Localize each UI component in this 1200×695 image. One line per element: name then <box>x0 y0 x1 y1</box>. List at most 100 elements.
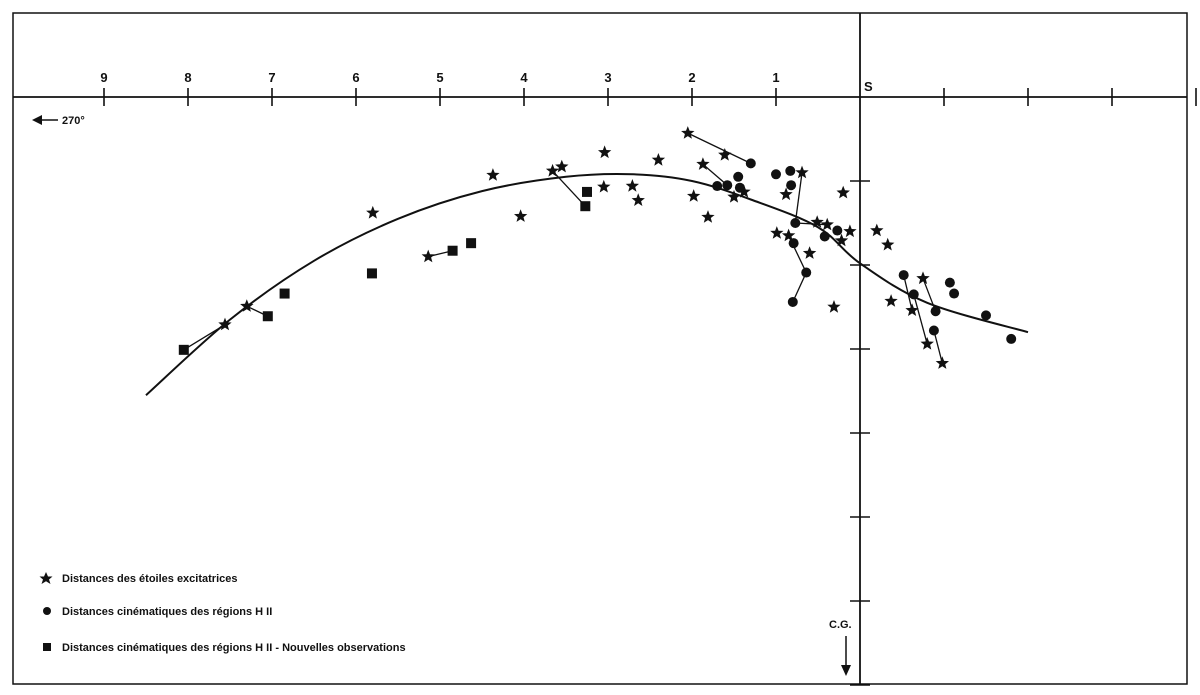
connector-line <box>792 272 807 303</box>
circle-point <box>790 218 801 228</box>
star-point <box>802 246 817 259</box>
legend-item-squares: Distances cinématiques des régions H II … <box>43 642 406 654</box>
square-point <box>178 344 189 355</box>
star-point <box>884 294 898 307</box>
x-tick-label: 5 <box>436 70 443 85</box>
x-tick-label: 4 <box>520 70 528 85</box>
x-tick-label: 3 <box>604 70 611 85</box>
circle-point <box>787 296 798 307</box>
x-tick-label: 6 <box>352 70 359 85</box>
circle-point <box>819 231 830 242</box>
star-point <box>843 224 857 238</box>
star-point <box>779 187 793 201</box>
center-arrowhead-icon <box>841 665 851 676</box>
connector-line <box>913 294 928 345</box>
star-point <box>737 184 751 198</box>
x-ticks: 9 8 7 6 5 4 3 2 1 <box>100 70 1197 106</box>
circle-icon <box>43 607 51 615</box>
star-point <box>820 217 834 231</box>
connector-line <box>903 274 913 311</box>
star-point <box>696 157 710 170</box>
circle-point <box>733 171 744 182</box>
origin-label: S <box>864 79 873 94</box>
circle-point <box>1006 333 1017 344</box>
square-point <box>466 238 477 249</box>
x-tick-label: 7 <box>268 70 275 85</box>
connector-line <box>794 172 803 224</box>
center-indicator: C.G. <box>829 619 852 676</box>
star-point <box>727 190 741 203</box>
square-icon <box>43 643 51 651</box>
direction-indicator: 270° <box>32 115 85 127</box>
legend-label-squares: Distances cinématiques des régions H II … <box>62 642 406 654</box>
star-point <box>916 271 930 285</box>
connector-line <box>183 324 226 351</box>
star-point <box>598 145 612 159</box>
circle-point <box>745 158 756 169</box>
star-point <box>597 179 611 193</box>
circle-point <box>944 277 955 288</box>
star-point <box>555 159 569 173</box>
circle-point <box>908 289 919 300</box>
circle-point <box>801 267 812 278</box>
star-point <box>681 126 695 139</box>
center-label: C.G. <box>829 619 852 631</box>
star-point <box>366 205 380 219</box>
star-point <box>486 168 500 181</box>
star-icon <box>39 572 53 584</box>
star-point <box>881 237 895 251</box>
star-point <box>240 299 254 312</box>
x-tick-label: 9 <box>100 70 107 85</box>
star-point <box>421 249 435 263</box>
chart-frame <box>12 12 1188 685</box>
star-point <box>718 148 732 161</box>
data-points <box>178 126 1017 369</box>
circle-point <box>898 270 909 281</box>
star-point <box>770 226 784 239</box>
star-point <box>514 209 528 222</box>
circle-point <box>712 181 723 192</box>
circle-point <box>949 288 960 299</box>
square-point <box>580 201 591 212</box>
circle-point <box>771 169 781 180</box>
circle-point <box>832 225 843 236</box>
connector-line <box>687 132 752 164</box>
connector-line <box>933 330 943 364</box>
star-point <box>651 153 666 166</box>
circle-point <box>722 180 733 191</box>
circle-point <box>734 182 745 193</box>
circle-point <box>928 325 939 336</box>
legend-label-circles: Distances cinématiques des régions H II <box>62 606 272 618</box>
star-point <box>631 193 645 206</box>
square-point <box>582 186 592 197</box>
y-ticks <box>850 180 870 686</box>
legend-item-circles: Distances cinématiques des régions H II <box>43 606 272 618</box>
square-point <box>262 311 273 322</box>
star-point <box>827 300 841 313</box>
circle-point <box>930 306 941 317</box>
square-point <box>279 288 290 299</box>
square-point <box>366 268 377 279</box>
star-point <box>701 210 715 223</box>
circle-point <box>981 310 991 321</box>
star-point <box>935 356 949 369</box>
square-point <box>447 245 458 256</box>
connector-line <box>702 163 728 186</box>
star-point <box>905 303 919 316</box>
x-tick-label: 2 <box>688 70 695 85</box>
star-point <box>218 317 232 331</box>
star-point <box>870 223 884 237</box>
star-point <box>810 215 824 228</box>
connector-line <box>922 278 937 312</box>
fit-curve <box>145 173 1029 396</box>
star-point <box>545 163 560 177</box>
connector-line <box>795 222 828 226</box>
direction-arrowhead-icon <box>32 115 42 125</box>
x-tick-label: 1 <box>772 70 779 85</box>
star-point <box>625 179 639 192</box>
legend-label-stars: Distances des étoiles excitatrices <box>62 573 237 585</box>
star-point <box>836 185 850 199</box>
legend: Distances des étoiles excitatrices Dista… <box>39 572 406 654</box>
direction-label: 270° <box>62 115 85 127</box>
